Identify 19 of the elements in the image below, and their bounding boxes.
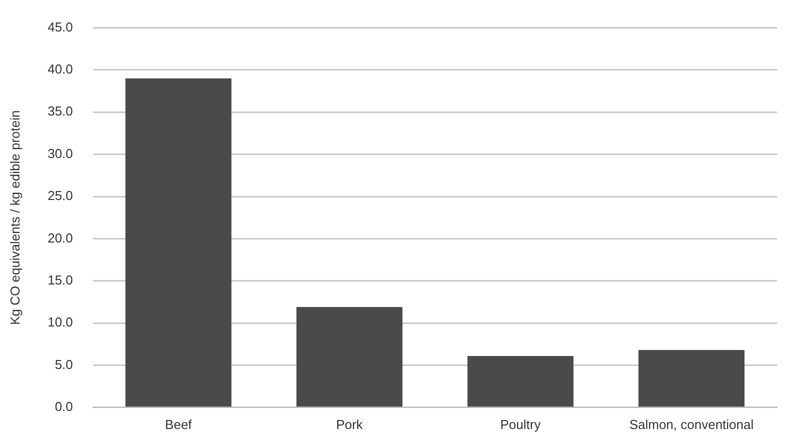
y-tick-label: 10.0 (48, 314, 73, 330)
x-tick-label: Poultry (500, 416, 542, 432)
y-tick-label: 45.0 (48, 19, 73, 34)
y-tick-label: 35.0 (48, 104, 73, 119)
bar (296, 307, 402, 407)
y-tick-label: 25.0 (48, 188, 73, 204)
y-tick-label: 30.0 (48, 146, 73, 161)
x-tick-label: Salmon, conventional (629, 416, 754, 432)
y-tick-label: 15.0 (48, 272, 73, 288)
y-tick-label: 40.0 (48, 62, 73, 77)
y-tick-label: 5.0 (54, 356, 73, 372)
x-tick-label: Beef (165, 416, 192, 432)
bar (638, 350, 745, 407)
bar (467, 356, 574, 407)
y-tick-label: 0.0 (54, 398, 73, 414)
y-tick-label: 20.0 (48, 230, 73, 246)
bar (125, 78, 232, 407)
x-tick-label: Pork (336, 416, 364, 432)
y-axis-title: Kg CO equivalents / kg edible protein (7, 110, 22, 325)
